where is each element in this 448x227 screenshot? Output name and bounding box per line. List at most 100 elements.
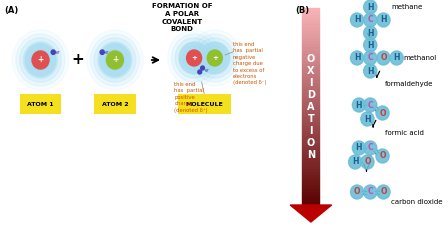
Circle shape xyxy=(12,30,69,90)
Bar xyxy=(302,123,319,126)
Text: O: O xyxy=(364,158,370,166)
Text: O: O xyxy=(380,54,387,62)
Circle shape xyxy=(168,30,220,86)
Circle shape xyxy=(364,0,377,14)
Circle shape xyxy=(25,44,56,76)
Bar xyxy=(302,185,319,189)
Bar xyxy=(302,54,319,57)
Circle shape xyxy=(105,49,125,71)
Circle shape xyxy=(353,98,366,112)
Bar xyxy=(302,182,319,185)
Text: this end
has  partial
positive
charge
(denoted δ⁺): this end has partial positive charge (de… xyxy=(174,82,208,113)
Circle shape xyxy=(199,42,230,74)
Bar xyxy=(302,159,319,162)
Circle shape xyxy=(207,50,222,66)
Text: H: H xyxy=(393,54,400,62)
Bar xyxy=(302,28,319,31)
Text: methanol: methanol xyxy=(403,55,436,61)
Bar xyxy=(302,179,319,182)
Bar xyxy=(302,198,319,202)
Bar xyxy=(302,18,319,21)
Bar xyxy=(302,8,319,11)
Circle shape xyxy=(361,112,374,126)
Bar xyxy=(302,67,319,70)
Text: C: C xyxy=(367,54,373,62)
Text: ATOM 1: ATOM 1 xyxy=(27,101,54,106)
Circle shape xyxy=(100,50,104,54)
Bar xyxy=(302,133,319,136)
Text: H: H xyxy=(367,40,374,49)
Bar xyxy=(302,77,319,80)
Bar xyxy=(302,61,319,64)
Circle shape xyxy=(99,44,130,76)
Circle shape xyxy=(364,38,377,52)
Circle shape xyxy=(179,42,209,74)
Bar xyxy=(302,113,319,116)
Text: e⁻: e⁻ xyxy=(56,50,61,55)
Circle shape xyxy=(23,42,58,78)
Circle shape xyxy=(98,42,132,78)
Bar xyxy=(302,189,319,192)
Circle shape xyxy=(51,50,55,54)
Bar xyxy=(302,106,319,110)
Text: e⁻: e⁻ xyxy=(204,67,210,72)
Bar xyxy=(302,103,319,106)
Bar xyxy=(302,192,319,195)
Circle shape xyxy=(349,155,362,169)
Bar xyxy=(302,84,319,87)
Text: (B): (B) xyxy=(295,6,309,15)
Text: C: C xyxy=(367,101,373,109)
Circle shape xyxy=(200,43,229,73)
Bar xyxy=(302,100,319,103)
Bar xyxy=(302,74,319,77)
Circle shape xyxy=(94,38,136,82)
Circle shape xyxy=(390,51,403,65)
Text: methane: methane xyxy=(391,4,422,10)
Bar xyxy=(302,110,319,113)
Text: +: + xyxy=(112,55,118,64)
Circle shape xyxy=(377,13,390,27)
Circle shape xyxy=(182,46,206,70)
Text: O: O xyxy=(354,188,360,197)
Circle shape xyxy=(180,43,209,73)
Circle shape xyxy=(86,30,143,90)
Circle shape xyxy=(350,13,364,27)
Bar xyxy=(302,34,319,37)
Circle shape xyxy=(20,38,61,82)
Circle shape xyxy=(201,66,204,70)
Circle shape xyxy=(203,46,226,70)
Text: +: + xyxy=(212,55,218,61)
Text: C: C xyxy=(367,15,373,25)
Bar xyxy=(302,156,319,159)
Bar xyxy=(302,25,319,28)
Bar xyxy=(302,15,319,18)
Text: C: C xyxy=(367,143,373,153)
Text: O: O xyxy=(380,188,387,197)
Bar xyxy=(302,21,319,25)
Circle shape xyxy=(350,185,364,199)
Circle shape xyxy=(32,51,49,69)
Bar xyxy=(302,172,319,175)
Bar xyxy=(302,64,319,67)
Circle shape xyxy=(361,155,374,169)
Bar xyxy=(302,129,319,133)
Text: H: H xyxy=(367,67,374,76)
Text: FORMATION OF
A POLAR
COVALENT
BOND: FORMATION OF A POLAR COVALENT BOND xyxy=(151,3,212,32)
Circle shape xyxy=(350,51,364,65)
Circle shape xyxy=(30,49,51,71)
Text: H: H xyxy=(356,143,362,153)
Bar xyxy=(302,37,319,41)
Bar xyxy=(302,120,319,123)
Text: +: + xyxy=(191,55,197,61)
Bar xyxy=(302,47,319,51)
Text: +: + xyxy=(37,55,43,64)
Circle shape xyxy=(377,185,390,199)
Circle shape xyxy=(192,34,237,82)
Text: H: H xyxy=(367,29,374,37)
Circle shape xyxy=(189,30,241,86)
Bar xyxy=(302,90,319,93)
Circle shape xyxy=(107,51,123,69)
Bar xyxy=(302,70,319,74)
Bar xyxy=(302,87,319,90)
Bar xyxy=(302,146,319,149)
